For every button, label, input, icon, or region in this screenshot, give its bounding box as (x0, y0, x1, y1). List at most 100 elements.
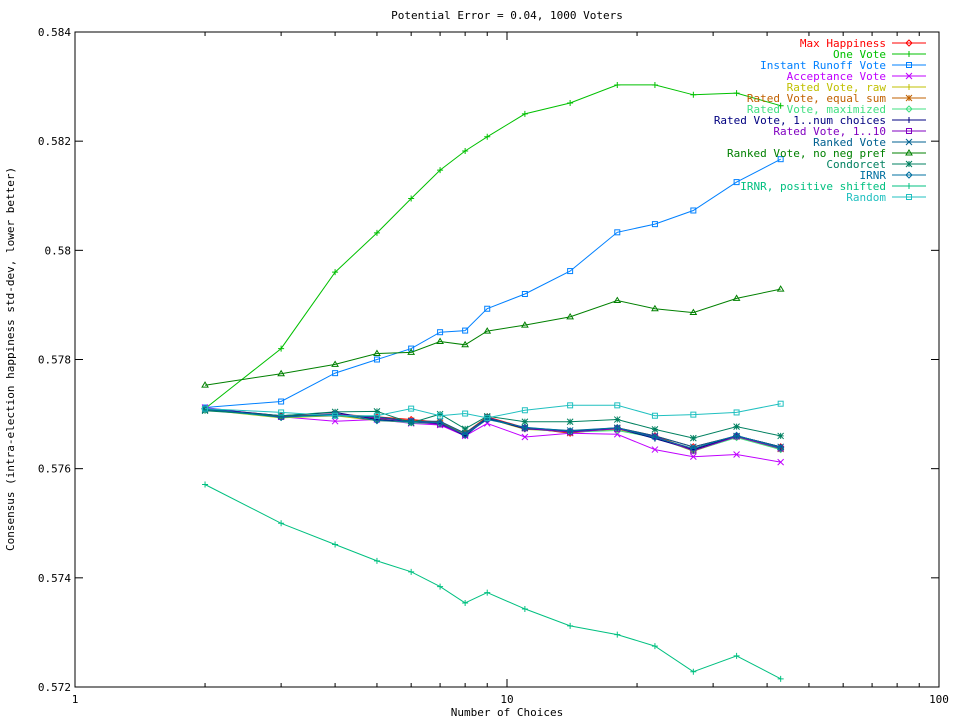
legend-label: Random (846, 191, 886, 204)
data-point (437, 167, 444, 174)
data-point (462, 599, 469, 606)
data-point (777, 458, 785, 466)
data-point (373, 412, 380, 419)
data-point (614, 81, 621, 88)
x-tick-label: 1 (72, 693, 79, 706)
y-axis-label: Consensus (intra-election happiness std-… (4, 167, 17, 551)
data-point (777, 102, 784, 109)
y-tick-label: 0.574 (38, 572, 71, 585)
data-point (521, 423, 529, 431)
data-point (407, 419, 415, 427)
data-point (373, 349, 381, 356)
data-point (484, 414, 491, 421)
legend-label: Rated Vote, raw (787, 81, 887, 94)
chart-title: Potential Error = 0.04, 1000 Voters (391, 9, 623, 22)
data-point (689, 453, 697, 461)
legend-label: IRNR, positive shifted (740, 180, 886, 193)
data-point (331, 408, 339, 416)
series-line (204, 158, 781, 408)
data-point (462, 147, 469, 154)
series-line (204, 403, 781, 419)
data-point (905, 149, 913, 156)
data-point (689, 434, 697, 442)
legend-label: Ranked Vote, no neg pref (727, 147, 886, 160)
data-point (613, 416, 621, 423)
data-point (689, 308, 698, 316)
data-point (437, 329, 444, 336)
data-point (733, 179, 740, 186)
data-point (202, 481, 209, 488)
data-point (373, 557, 380, 564)
data-point (651, 433, 659, 442)
data-point (521, 418, 529, 426)
data-point (906, 128, 912, 134)
legend-label: IRNR (860, 169, 887, 182)
data-point (277, 413, 285, 422)
data-point (461, 340, 470, 348)
data-point (462, 410, 469, 417)
data-point (905, 72, 913, 80)
legend-label: Ranked Vote (813, 136, 886, 149)
axes: 0.572 0.574 0.576 0.578 0.58 0.582 0.584 1 10 100 (38, 26, 949, 706)
data-point (407, 418, 415, 426)
legend-label: Max Happiness (800, 37, 886, 50)
data-point (905, 160, 913, 168)
x-tick-label: 10 (500, 693, 513, 706)
data-point (905, 138, 913, 146)
data-point (651, 81, 658, 88)
data-point (906, 62, 912, 68)
data-point (651, 446, 659, 453)
data-point (201, 381, 209, 388)
series-line (204, 288, 781, 386)
y-tick-label: 0.578 (38, 354, 71, 367)
data-point (520, 321, 529, 328)
data-point (373, 408, 381, 415)
data-point (483, 327, 492, 334)
series-13 (202, 481, 784, 682)
data-point (202, 405, 209, 412)
data-point (906, 84, 912, 90)
data-point (651, 426, 659, 433)
y-tick-label: 0.572 (38, 681, 71, 694)
data-point (436, 337, 444, 344)
data-point (277, 369, 285, 377)
y-tick-label: 0.58 (45, 244, 72, 257)
data-point (613, 430, 621, 438)
data-point (331, 360, 339, 367)
data-point (733, 409, 740, 416)
data-point (566, 312, 575, 320)
data-point (567, 622, 574, 629)
data-point (906, 117, 912, 123)
series-10 (201, 285, 785, 388)
data-point (407, 348, 416, 355)
data-point (733, 423, 740, 430)
data-point (521, 605, 528, 612)
data-point (521, 110, 528, 117)
data-point (462, 327, 469, 334)
data-point (651, 221, 658, 228)
data-point (906, 51, 912, 57)
legend-label: Instant Runoff Vote (760, 59, 886, 72)
data-point (278, 398, 285, 405)
data-point (906, 183, 912, 189)
series-layer (201, 81, 785, 682)
data-point (484, 589, 491, 596)
x-axis-label: Number of Choices (451, 706, 564, 719)
data-point (566, 427, 574, 435)
series-14 (202, 400, 784, 421)
data-point (614, 402, 621, 409)
data-point (905, 171, 913, 179)
data-point (373, 229, 380, 236)
data-point (777, 400, 784, 407)
series-2 (202, 156, 784, 411)
data-point (776, 285, 785, 292)
data-point (278, 520, 285, 527)
legend-label: Rated Vote, 1..10 (773, 125, 886, 138)
data-point (690, 91, 697, 98)
data-point (332, 541, 339, 548)
data-point (566, 418, 574, 426)
data-point (777, 156, 784, 163)
y-tick-label: 0.582 (38, 135, 71, 148)
